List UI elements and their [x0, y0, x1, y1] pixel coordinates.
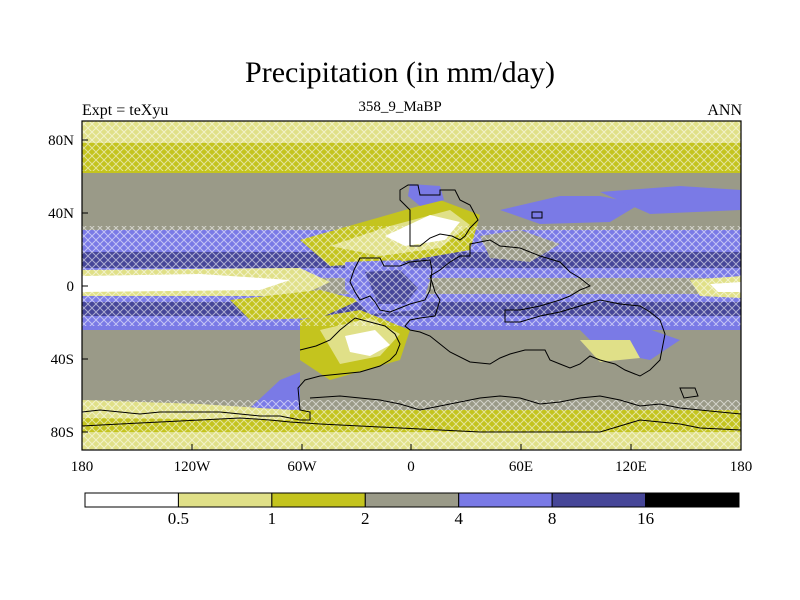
y-tick-label: 40S — [51, 352, 74, 368]
x-tick-label: 60W — [287, 459, 317, 475]
y-tick-label: 0 — [67, 279, 75, 295]
colorbar-label: 8 — [548, 509, 557, 528]
colorbar-swatch — [84, 492, 179, 508]
x-tick-label: 120E — [615, 459, 647, 475]
colorbar-swatch — [458, 492, 553, 508]
x-tick-label: 180 — [71, 459, 94, 475]
island-east — [679, 387, 699, 399]
x-tick-label: 180 — [730, 459, 753, 475]
colorbar-swatch — [177, 492, 273, 508]
colorbar: 0.5 1 2 4 8 16 — [84, 492, 740, 528]
colorbar-label: 1 — [268, 509, 277, 528]
colorbar-label: 2 — [361, 509, 370, 528]
continent-north-east — [404, 239, 666, 377]
y-tick-label: 40N — [48, 206, 74, 222]
x-tick-label: 0 — [407, 459, 415, 475]
island-north-east — [531, 211, 543, 219]
wet-north-pacific — [600, 186, 741, 214]
dry-south-atlantic-min — [345, 330, 390, 356]
period-label: 358_9_MaBP — [358, 99, 442, 115]
season-label: ANN — [707, 102, 742, 119]
x-tick-label: 120W — [174, 459, 212, 475]
colorbar-swatch — [645, 492, 740, 508]
x-axis: 180 120W 60W 0 60E 120E 180 — [71, 444, 753, 475]
colorbar-label: 4 — [454, 509, 463, 528]
colorbar-swatch — [271, 492, 366, 508]
colorbar-swatch — [364, 492, 460, 508]
y-tick-label: 80N — [48, 133, 74, 149]
continent-south-large — [82, 317, 401, 421]
continent-south-coast — [309, 395, 741, 415]
continent-north — [399, 184, 479, 247]
coastlines — [82, 184, 741, 433]
colorbar-label: 16 — [637, 509, 654, 528]
map-title: Precipitation (in mm/day) — [245, 56, 555, 89]
continent-south-lower — [82, 417, 741, 433]
colorbar-label: 0.5 — [168, 509, 189, 528]
y-axis: 80N 40N 0 40S 80S — [48, 133, 88, 441]
x-tick-label: 60E — [509, 459, 533, 475]
dry-south-indian — [580, 340, 640, 362]
hatch-overlay — [82, 121, 741, 450]
colorbar-swatch — [551, 492, 647, 508]
y-tick-label: 80S — [51, 425, 74, 441]
continent-west — [349, 257, 433, 313]
wet-north-asia — [500, 196, 640, 224]
experiment-label: Expt = teXyu — [82, 102, 169, 119]
